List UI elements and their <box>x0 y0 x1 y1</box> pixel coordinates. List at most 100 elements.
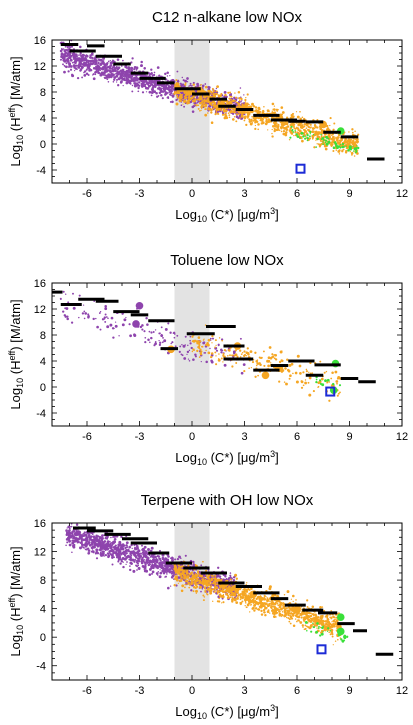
scatter-point <box>154 555 157 559</box>
scatter-point <box>205 343 208 347</box>
scatter-point <box>295 599 297 601</box>
scatter-point <box>84 548 87 551</box>
scatter-point <box>213 103 216 106</box>
scatter-point <box>308 135 311 138</box>
scatter-point <box>255 597 258 601</box>
scatter-point <box>186 583 188 585</box>
scatter-point <box>83 57 86 60</box>
scatter-point <box>315 380 318 384</box>
scatter-point <box>151 570 155 574</box>
scatter-point <box>181 93 184 96</box>
scatter-point <box>354 130 356 132</box>
scatter-point <box>130 75 134 79</box>
scatter-point <box>317 143 320 145</box>
scatter-point <box>273 105 276 107</box>
scatter-point <box>76 537 79 540</box>
scatter-point <box>205 108 208 110</box>
scatter-point <box>79 45 82 49</box>
scatter-point <box>165 85 168 88</box>
scatter-point <box>272 108 275 111</box>
scatter-point <box>145 560 149 563</box>
scatter-point <box>143 568 146 570</box>
scatter-point <box>227 112 230 115</box>
scatter-point <box>115 74 119 78</box>
scatter-point <box>223 579 226 582</box>
scatter-point <box>290 362 294 366</box>
scatter-point <box>337 392 340 395</box>
scatter-point <box>130 558 133 561</box>
scatter-point <box>212 95 215 98</box>
scatter-point <box>294 618 297 620</box>
scatter-point <box>73 539 77 543</box>
scatter-point <box>209 108 213 112</box>
scatter-point <box>289 374 292 378</box>
scatter-point <box>331 135 335 139</box>
scatter-point <box>144 568 147 570</box>
scatter-point <box>124 551 127 553</box>
scatter-point <box>197 107 200 110</box>
scatter-point <box>254 351 257 354</box>
y-tick-label: 4 <box>40 113 46 125</box>
scatter-point <box>295 380 299 384</box>
scatter-point <box>186 80 189 83</box>
scatter-point <box>92 74 94 76</box>
scatter-point <box>233 576 236 579</box>
scatter-point <box>141 328 144 331</box>
axis-ticks <box>51 282 403 427</box>
scatter-point <box>77 65 81 69</box>
scatter-point <box>104 305 107 308</box>
scatter-point <box>96 325 99 329</box>
scatter-point <box>304 381 308 385</box>
scatter-point <box>221 101 225 105</box>
scatter-point <box>99 540 102 543</box>
scatter-point <box>91 550 95 553</box>
scatter-point <box>199 101 202 105</box>
scatter-point <box>343 140 346 142</box>
scatter-point <box>304 135 306 138</box>
scatter-point <box>184 96 188 100</box>
scatter-point <box>135 561 138 564</box>
scatter-point <box>63 57 66 59</box>
scatter-point <box>187 344 189 347</box>
scatter-point <box>66 527 68 529</box>
scatter-point <box>104 74 107 77</box>
scatter-point <box>191 340 194 343</box>
scatter-point <box>93 59 95 62</box>
scatter-point <box>116 551 118 553</box>
scatter-point <box>131 77 133 80</box>
scatter-point <box>161 87 163 90</box>
scatter-point <box>67 70 70 73</box>
plot-frame <box>51 282 403 427</box>
scatter-point <box>60 59 63 61</box>
plot-area <box>52 283 376 426</box>
scatter-point <box>165 567 168 570</box>
scatter-point <box>356 146 360 150</box>
scatter-point <box>103 316 107 319</box>
scatter-point <box>104 553 108 557</box>
scatter-point <box>326 127 330 131</box>
scatter-point <box>257 106 261 110</box>
scatter-point <box>76 76 80 80</box>
scatter-point <box>106 547 110 551</box>
scatter-point <box>215 87 218 90</box>
scatter-point <box>65 534 68 536</box>
scatter-point <box>321 383 325 387</box>
scatter-point <box>227 103 230 105</box>
scatter-point <box>274 353 278 357</box>
scatter-point <box>291 128 294 131</box>
scatter-point <box>301 116 304 119</box>
scatter-point <box>349 148 352 151</box>
scatter-point <box>210 359 213 363</box>
scatter-point <box>79 52 82 55</box>
scatter-point <box>191 99 195 103</box>
scatter-point <box>99 536 101 538</box>
scatter-point <box>200 109 202 111</box>
scatter-point <box>274 358 278 361</box>
scatter-point <box>128 568 132 572</box>
scatter-point <box>69 68 73 71</box>
scatter-point <box>281 350 283 352</box>
scatter-point <box>184 83 186 86</box>
scatter-point <box>231 354 234 357</box>
large-data-point <box>261 371 270 380</box>
scatter-point <box>155 572 159 575</box>
